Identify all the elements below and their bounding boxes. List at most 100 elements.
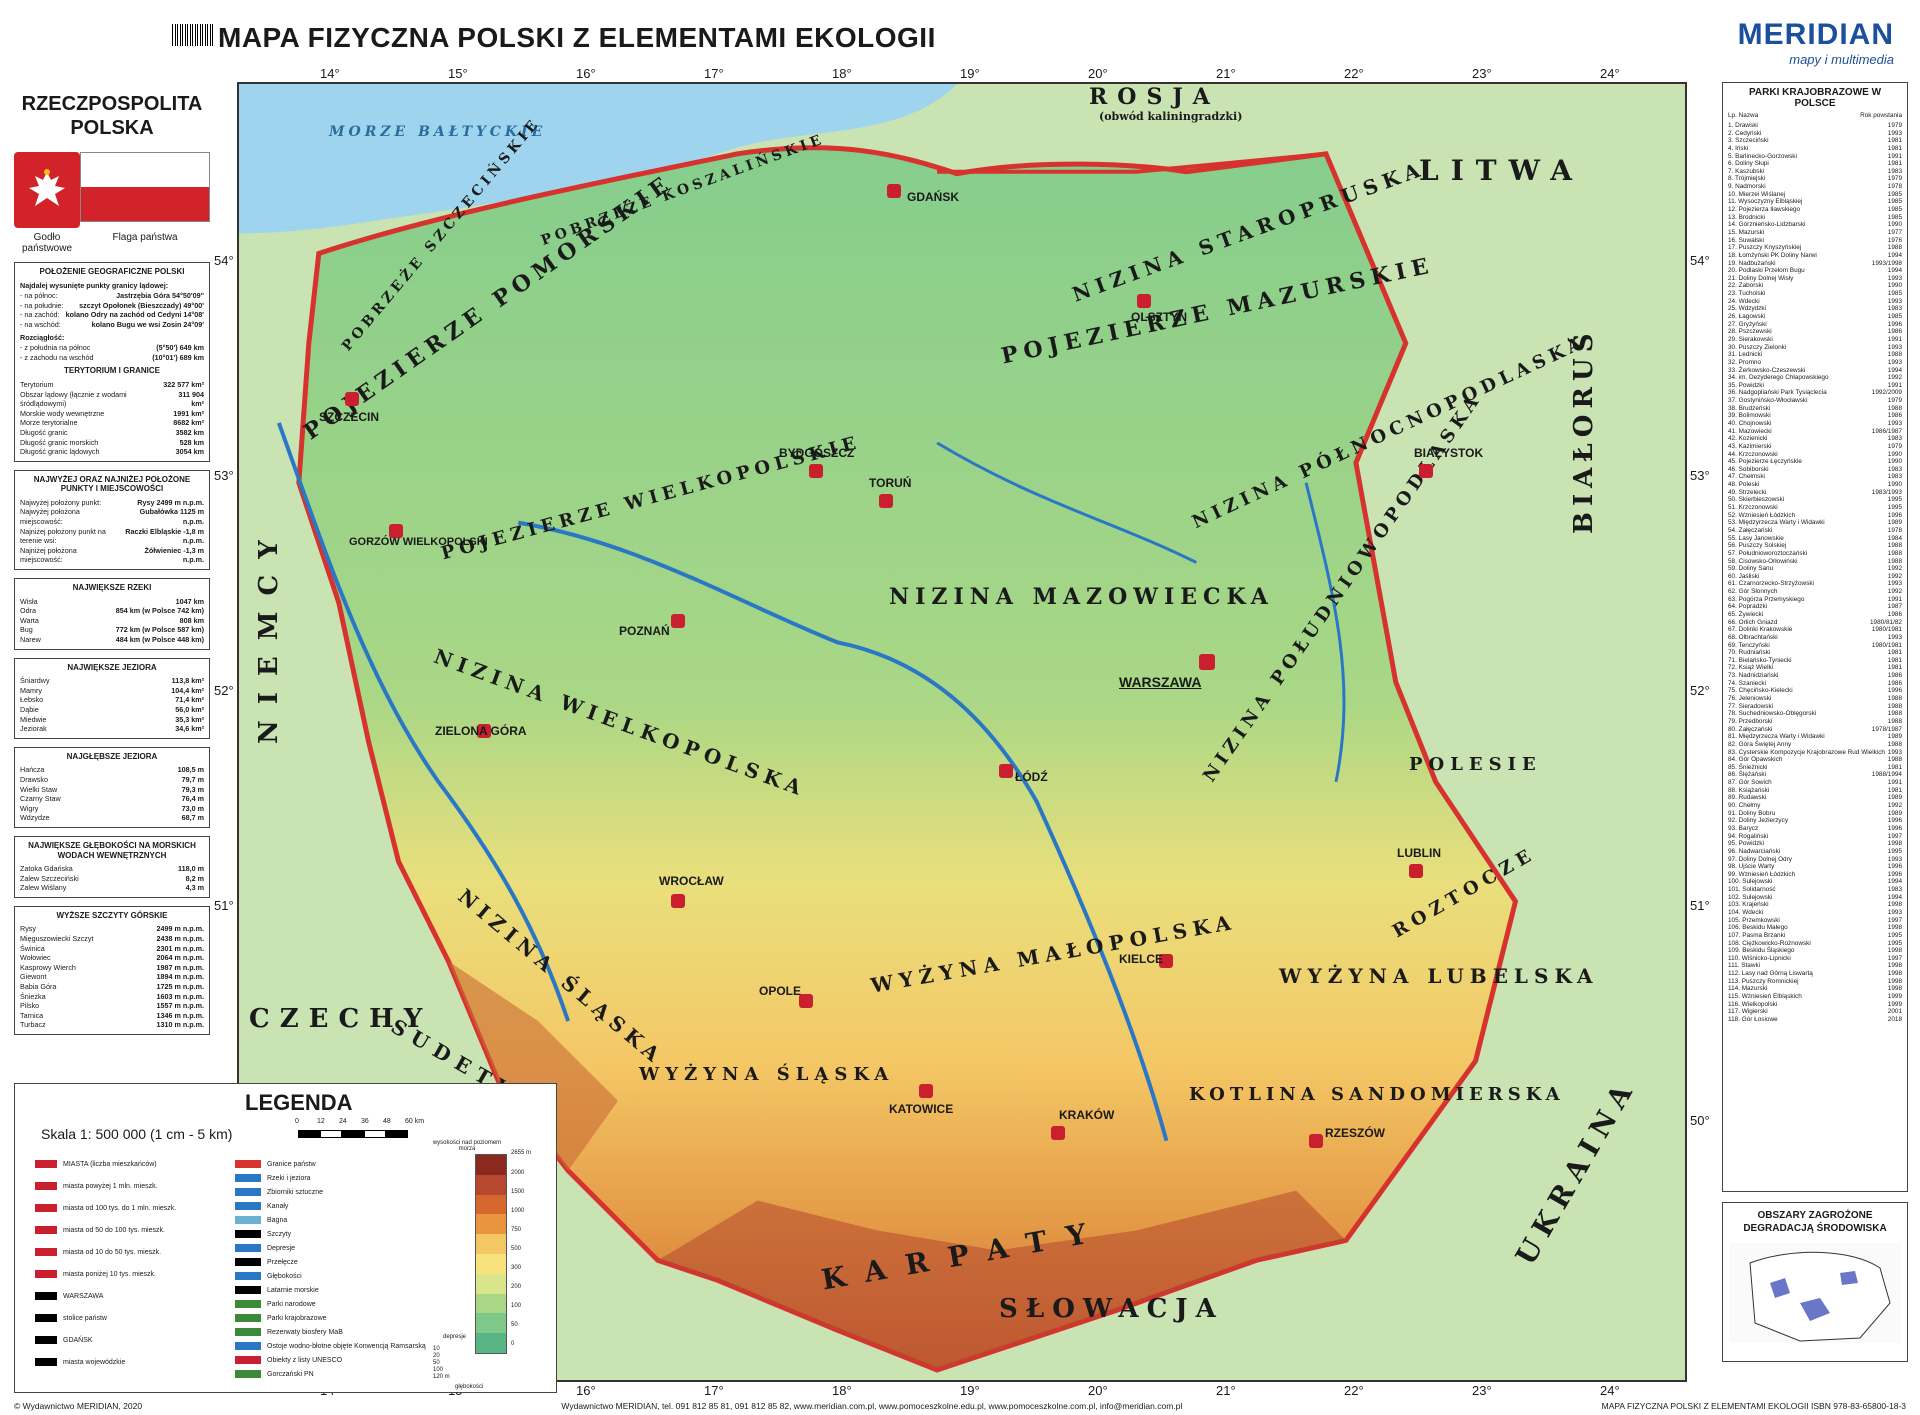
park-year: 1983 (1887, 886, 1902, 894)
park-year: 1992 (1887, 588, 1902, 596)
peak-row-value: 1346 m n.p.m. (156, 1010, 204, 1020)
scale-tick: 0 (295, 1118, 299, 1125)
park-row: 71. Bielańsko-Tyniecki 1981 (1728, 657, 1902, 665)
park-row: 80. Załęczański 1978/1987 (1728, 726, 1902, 734)
legend-symbol-icon (235, 1300, 261, 1308)
legend-item: Przełęcze (235, 1258, 298, 1266)
sea-depth-row-label: Zalew Wiślany (20, 883, 67, 893)
park-row: 99. Wzniesień Łódzkich 1996 (1728, 871, 1902, 879)
legend-symbol-icon (235, 1356, 261, 1364)
city-marker[interactable] (1051, 1126, 1065, 1140)
sea-depth-row-label: Zatoka Gdańska (20, 864, 73, 874)
city-marker[interactable] (1137, 294, 1151, 308)
legend-item-label: Depresje (267, 1244, 296, 1252)
city-marker[interactable] (1159, 954, 1173, 968)
highlow-row: Najniżej położona miejscowość: Żółwieniec… (20, 546, 204, 565)
physical-map[interactable]: ROSJA (obwód kaliningradzki) LITWA BIAŁO… (237, 82, 1687, 1382)
park-name: 48. Poleski (1728, 481, 1760, 489)
longitude-tick: 23° (1472, 66, 1492, 81)
elevation-level-label: 50 (433, 1360, 440, 1366)
park-year: 1983 (1887, 305, 1902, 313)
park-row: 100. Sulejowski 1994 (1728, 878, 1902, 886)
park-name: 97. Doliny Dolnej Odry (1728, 855, 1792, 863)
city-marker[interactable] (887, 184, 901, 198)
city-marker[interactable] (919, 1084, 933, 1098)
legend-item-label: Ostoje wodno-błotne objęte Konwencją Ram… (267, 1342, 426, 1350)
city-marker[interactable] (671, 894, 685, 908)
narew-river (936, 441, 1198, 564)
city-marker[interactable] (671, 614, 685, 628)
park-name: 103. Krajeński (1728, 901, 1769, 909)
city-marker[interactable] (809, 464, 823, 478)
park-name: 33. Żerkowsko-Czeszewski (1728, 366, 1806, 374)
legend-item: Obiekty z listy UNESCO (235, 1356, 342, 1364)
legend-item-label: Latarnie morskie (267, 1286, 319, 1294)
longitude-tick: 19° (960, 1383, 980, 1398)
city-marker[interactable] (477, 724, 491, 738)
park-year: 1993 (1887, 855, 1902, 863)
city-marker[interactable] (999, 764, 1013, 778)
park-name: 54. Załęczański (1728, 526, 1773, 534)
park-year: 1993 (1887, 129, 1902, 137)
park-row: 44. Krzczonowski 1990 (1728, 451, 1902, 459)
city-marker[interactable] (1309, 1134, 1323, 1148)
territory-row-value: 8682 km² (173, 418, 204, 428)
deep-lake-row: Wdzydze 68,7 m (20, 813, 204, 823)
legend-item: Latarnie morskie (235, 1286, 319, 1294)
park-year: 1988/1994 (1871, 771, 1902, 779)
park-year: 1986 (1887, 412, 1902, 420)
park-row: 40. Chojnowski 1993 (1728, 420, 1902, 428)
park-name: 20. Podlaski Przełom Bugu (1728, 267, 1805, 275)
deep-lake-row-label: Wielki Staw (20, 784, 58, 794)
highlow-row: Najwyżej położony punkt: Rysy 2499 m n.p.… (20, 498, 204, 508)
baltic-sea (239, 84, 958, 234)
park-year: 1983 (1887, 465, 1902, 473)
peak-row: Pilsko 1557 m n.p.m. (20, 1001, 204, 1011)
park-name: 42. Kozienicki (1728, 435, 1768, 443)
city-marker[interactable] (799, 994, 813, 1008)
city-label: SZCZECIN (319, 410, 379, 424)
park-name: 29. Sierakowski (1728, 335, 1773, 343)
park-name: 90. Chełmy (1728, 802, 1761, 810)
park-name: 112. Lasy nad Górną Liswartą (1728, 970, 1813, 978)
park-name: 47. Chełmski (1728, 473, 1765, 481)
park-name: 56. Puszczy Solskiej (1728, 542, 1787, 550)
territory-row: Morskie wody wewnętrzne 1991 km² (20, 409, 204, 419)
park-year: 1978 (1887, 526, 1902, 534)
city-marker[interactable] (1409, 864, 1423, 878)
peak-row-value: 1894 m n.p.m. (156, 972, 204, 982)
park-year: 1996 (1887, 870, 1902, 878)
city-label: BYDGOSZCZ (779, 446, 855, 460)
elevation-level-label: 0 (511, 1341, 515, 1347)
city-marker[interactable] (345, 392, 359, 406)
park-year: 1993 (1887, 908, 1902, 916)
city-marker[interactable] (1419, 464, 1433, 478)
panel-subtitle: Najdalej wysunięte punkty granicy lądowe… (20, 280, 169, 290)
park-row: 12. Pojezierza Iławskiego 1985 (1728, 206, 1902, 214)
legend-item-label: Głębokości (267, 1272, 302, 1280)
highlow-row-label: Najwyżej położony punkt: (20, 497, 102, 507)
park-year: 1985 (1887, 313, 1902, 321)
territory-row-label: Morze terytorialne (20, 418, 78, 428)
latitude-tick: 53° (1690, 468, 1710, 483)
park-year: 1995 (1887, 847, 1902, 855)
park-name: 105. Przemkowski (1728, 916, 1780, 924)
extreme-row: - na wschód: kolano Bugu we wsi Zosin 24°… (20, 320, 204, 330)
span-row-label: - z południa na północ (20, 343, 91, 353)
deep-lake-row: Hańcza 108,5 m (20, 765, 204, 775)
park-year: 1996 (1887, 824, 1902, 832)
longitude-tick: 18° (832, 66, 852, 81)
legend-item-label: miasta poniżej 10 tys. mieszk. (63, 1270, 156, 1278)
city-marker[interactable] (879, 494, 893, 508)
panel-title: POŁOŻENIE GEOGRAFICZNE POLSKI (39, 267, 185, 276)
deep-lake-row-label: Wdzydze (20, 813, 50, 823)
highlow-panel: NAJWYŻEJ ORAZ NAJNIŻEJ POŁOŻONE PUNKTY I… (14, 469, 210, 571)
city-marker[interactable] (1199, 654, 1215, 670)
park-name: 60. Jaśliski (1728, 572, 1760, 580)
legend-item-label: miasta wojewódzkie (63, 1358, 126, 1366)
park-year: 1998 (1887, 924, 1902, 932)
park-name: 99. Wzniesień Łódzkich (1728, 870, 1796, 878)
park-name: 37. Gostynińsko-Włocławski (1728, 397, 1808, 405)
city-marker[interactable] (389, 524, 403, 538)
country-name: RZECZPOSPOLITA POLSKA (21, 93, 203, 139)
